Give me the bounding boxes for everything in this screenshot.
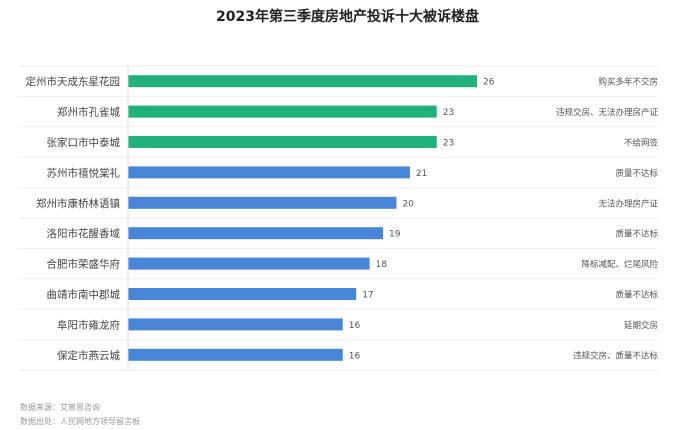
bar [128,105,437,118]
value-label: 16 [349,321,361,331]
value-label: 17 [362,291,373,301]
reason-label: 降标减配、烂尾风险 [581,259,658,270]
value-label: 20 [402,199,414,209]
reason-label: 违规交房、质量不达标 [573,350,659,361]
value-label: 26 [483,78,495,88]
category-label: 合肥市荣盛华府 [47,258,121,271]
category-label: 保定市燕云城 [57,349,120,362]
reason-label: 质量不达标 [615,229,658,240]
category-label: 张家口市中泰城 [47,136,121,149]
bar [128,75,477,88]
category-label: 阜阳市雍龙府 [57,318,120,331]
reason-label: 违规交房、无法办理房产证 [556,107,659,118]
reason-label: 不给网签 [624,138,659,149]
category-label: 曲靖市南中郡城 [47,288,121,301]
bar [128,227,384,240]
reason-label: 质量不达标 [615,168,658,179]
category-label: 洛阳市花醒香域 [47,227,121,240]
category-label: 定州市天成东星花园 [26,75,121,88]
bar [128,196,397,209]
bar [128,257,370,270]
category-label: 郑州市康桥林语镇 [36,197,120,210]
footer-origin: 数据出处：人民网地方领导留言板 [20,417,140,426]
bar [128,348,343,361]
value-label: 23 [443,139,454,149]
chart-title: 2023年第三季度房地产投诉十大被诉楼盘 [216,9,479,25]
reason-label: 无法办理房产证 [598,198,658,209]
category-label: 苏州市禧悦棠礼 [47,166,121,179]
bar [128,288,357,300]
bar [128,318,343,331]
reason-label: 延期交房 [624,320,658,331]
bar [128,166,410,179]
value-label: 23 [443,108,454,118]
bar [128,136,437,148]
reason-label: 质量不达标 [615,290,658,301]
value-label: 16 [349,351,361,361]
reason-label: 购买多年不交房 [598,77,658,88]
value-label: 18 [376,260,388,270]
value-label: 19 [389,230,401,240]
category-label: 郑州市孔雀城 [57,106,120,119]
footer-source: 数据来源：艾普思咨询 [20,403,100,412]
value-label: 21 [416,169,427,179]
